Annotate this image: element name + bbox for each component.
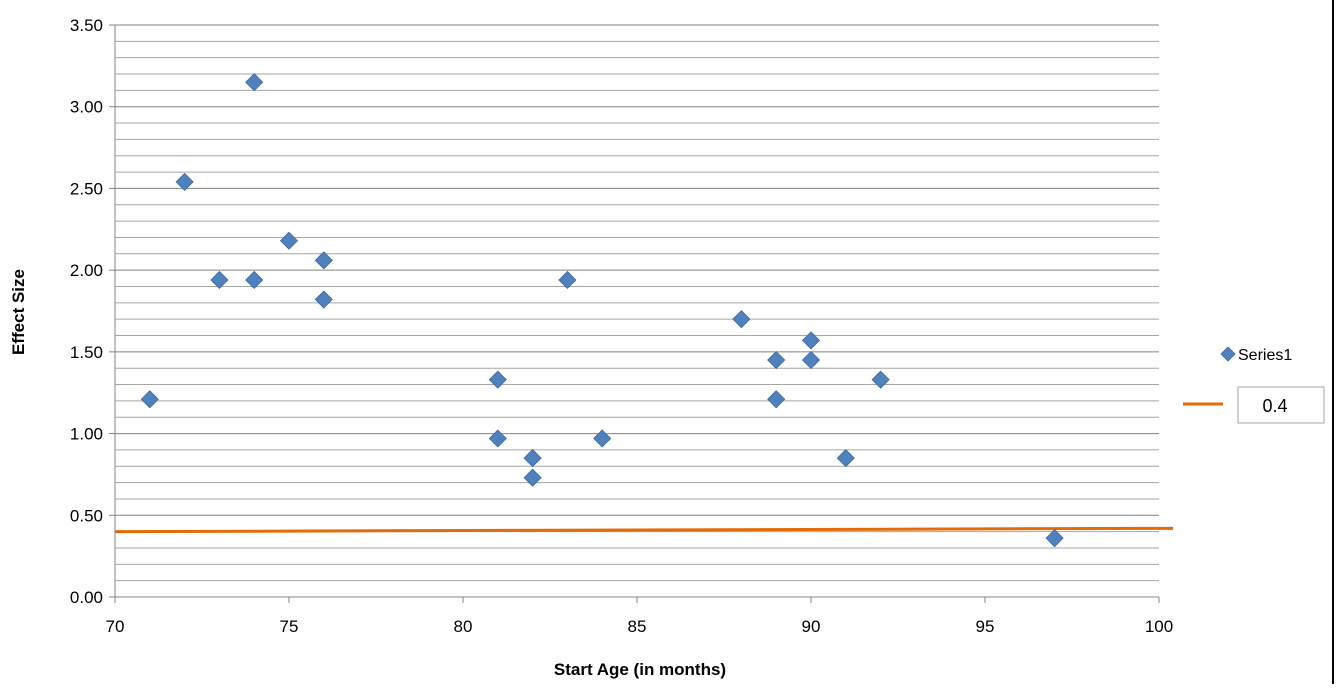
legend-series1-label: Series1: [1238, 347, 1292, 364]
x-tick-label: 70: [106, 617, 125, 636]
data-point-13: [558, 270, 577, 290]
data-point-15: [732, 310, 751, 329]
data-point-22: [1045, 529, 1064, 548]
data-point-10: [488, 429, 507, 448]
data-point-8: [314, 290, 333, 309]
y-tick-label: 1.50: [70, 343, 103, 362]
axes: [109, 24, 1160, 603]
y-tick-label: 2.00: [70, 261, 103, 280]
data-point-20: [836, 449, 855, 468]
grid-lines: [115, 24, 1159, 582]
x-tick-label: 80: [454, 617, 473, 636]
tick-labels: 0.00 0.50 1.00 1.50 2.00 2.50 3.00 3.50 70 75 80 85…: [70, 16, 1173, 636]
x-tick-label: 95: [976, 617, 995, 636]
x-tick-label: 75: [280, 617, 299, 636]
data-point-16: [767, 350, 786, 370]
y-tick-label: 3.50: [70, 16, 103, 35]
x-axis-title: Start Age (in months): [554, 660, 726, 679]
y-tick-label: 2.50: [70, 179, 103, 198]
y-tick-label: 1.00: [70, 425, 103, 444]
data-point-9: [488, 370, 507, 389]
data-point-4: [245, 73, 264, 92]
y-tick-label: 0.00: [70, 588, 103, 607]
data-points: [140, 73, 1064, 548]
data-point-18: [801, 331, 821, 350]
x-tick-label: 100: [1145, 617, 1173, 636]
data-point-14: [593, 429, 612, 448]
data-point-3: [210, 270, 229, 290]
x-tick-label: 85: [628, 617, 647, 636]
data-point-19: [801, 350, 821, 370]
legend: Series1 0.4: [1183, 346, 1325, 424]
y-tick-label: 0.50: [70, 506, 103, 525]
data-point-12: [523, 468, 542, 487]
data-point-2: [175, 172, 194, 191]
reference-line-group: [114, 526, 1174, 534]
data-point-5: [245, 270, 264, 290]
data-point-11: [523, 449, 542, 468]
data-point-21: [871, 370, 890, 389]
y-tick-label: 3.00: [70, 98, 103, 117]
reference-line: [114, 526, 1174, 534]
legend-series1-marker: [1220, 346, 1236, 362]
reference-label: 0.4: [1262, 396, 1287, 416]
data-point-1: [140, 390, 159, 409]
x-tick-label: 90: [802, 617, 821, 636]
reference-label-box: [1237, 386, 1325, 424]
data-point-17: [767, 390, 786, 409]
data-point-6: [279, 231, 299, 250]
y-axis-title: Effect Size: [9, 269, 28, 355]
frame-border: [1332, 0, 1334, 684]
data-point-7: [314, 251, 333, 270]
